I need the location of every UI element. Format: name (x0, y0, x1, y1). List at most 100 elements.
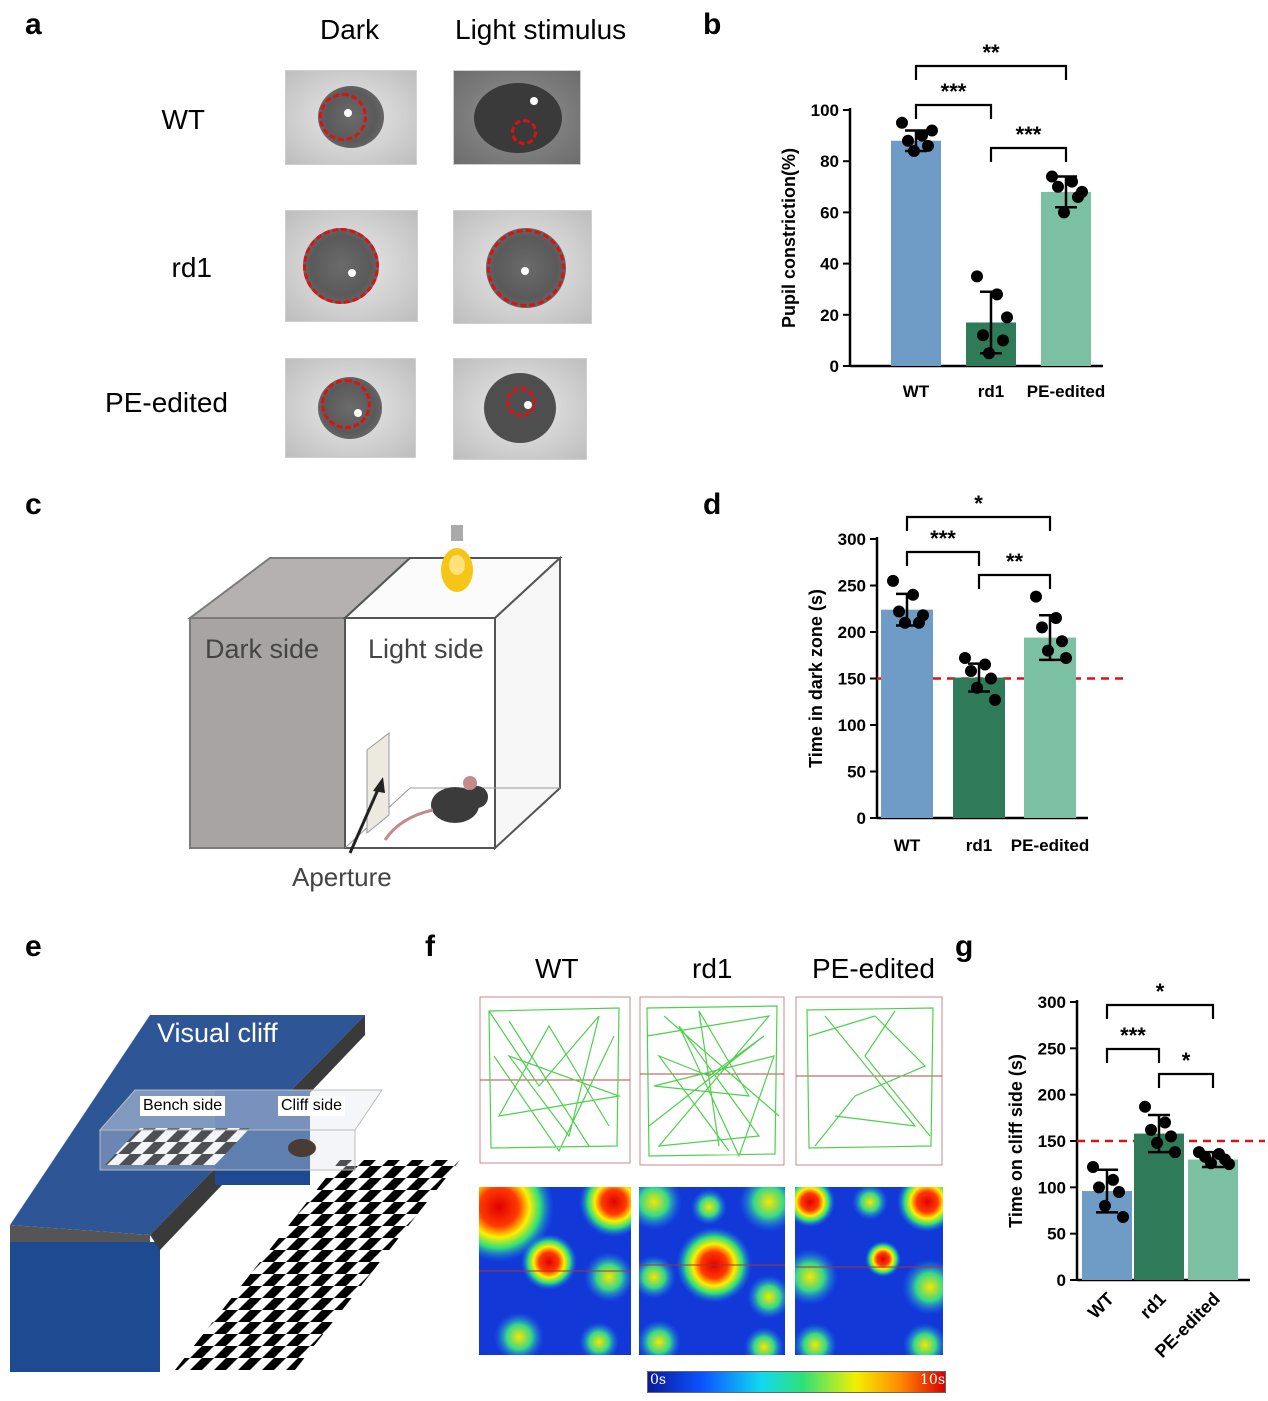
heatmap-rd1 (639, 1187, 785, 1355)
data-point (1087, 1160, 1099, 1173)
data-point (1046, 170, 1058, 183)
data-point (1205, 1157, 1217, 1170)
color-scale-min: 0s (650, 1372, 667, 1388)
data-point (1076, 185, 1088, 198)
track-plot-wt (479, 996, 631, 1164)
x-tick-label: PE-edited (1011, 836, 1089, 855)
data-point (1159, 1116, 1171, 1129)
bar-pe-edited (1024, 637, 1076, 818)
data-point (1060, 652, 1072, 665)
data-point (979, 658, 991, 671)
row-label-pe-edited: PE-edited (105, 387, 228, 418)
cliff-side-time-chart: 0 50 100 150 200 250 300 Time on cliff side (s)… (1006, 979, 1265, 1362)
bench-side-label: Bench side (140, 1096, 226, 1116)
data-point (1052, 180, 1064, 193)
data-point (1223, 1158, 1235, 1171)
y-tick-label: 100 (1038, 1178, 1066, 1197)
data-point (1107, 1173, 1119, 1186)
panel-label-c: c (25, 488, 42, 521)
visual-cliff-title: Visual cliff (157, 1018, 278, 1048)
data-point (902, 134, 914, 147)
track-plot-rd1 (639, 996, 785, 1166)
dark-side-label: Dark side (205, 634, 320, 664)
panel-label-d: d (703, 488, 722, 521)
y-tick-label: 20 (820, 306, 839, 325)
panel-label-f: f (425, 930, 435, 963)
track-plot-pe (795, 996, 943, 1166)
row-label-wt: WT (161, 104, 205, 135)
significance-bracket (1105, 1003, 1215, 1019)
y-tick-label: 0 (830, 357, 839, 376)
y-tick-label: 0 (857, 809, 866, 828)
data-point (1036, 621, 1048, 634)
column-label-dark: Dark (320, 14, 380, 45)
significance-bracket (905, 515, 1052, 531)
significance-bracket (977, 573, 1052, 589)
significance-bracket (914, 64, 1068, 80)
x-tick-label: WT (1084, 1289, 1118, 1323)
significance-label: ** (1006, 549, 1024, 574)
y-tick-label: 200 (838, 623, 866, 642)
data-point (991, 288, 1003, 301)
y-tick-label: 250 (838, 577, 866, 596)
significance-bracket (905, 550, 981, 566)
eye-image-wt-light (453, 70, 581, 165)
data-point (1042, 644, 1054, 657)
data-point (1113, 1185, 1125, 1198)
data-point (1151, 1136, 1163, 1149)
eye-image-wt-dark (285, 70, 417, 165)
column-label-light-stimulus: Light stimulus (455, 14, 627, 45)
panel-label-b: b (703, 8, 722, 41)
significance-label: * (974, 491, 983, 516)
y-tick-label: 50 (847, 763, 866, 782)
data-point (971, 681, 983, 694)
y-tick-label: 150 (838, 670, 866, 689)
y-tick-label: 80 (820, 152, 839, 171)
panel-label-g: g (955, 930, 974, 963)
bar-wt (891, 140, 941, 366)
heatmap-pe (795, 1187, 943, 1355)
x-tick-label: WT (894, 836, 921, 855)
panel-label-a: a (25, 8, 42, 41)
y-axis-label: Time on cliff side (s) (1006, 1054, 1026, 1228)
significance-label: *** (941, 79, 967, 104)
y-tick-label: 200 (1038, 1086, 1066, 1105)
significance-label: *** (1016, 122, 1042, 147)
x-tick-label: rd1 (978, 382, 1004, 401)
cliff-side-label: Cliff side (278, 1096, 346, 1116)
y-tick-label: 50 (1047, 1225, 1066, 1244)
row-label-rd1: rd1 (171, 252, 212, 283)
eye-image-rd1-light (453, 210, 592, 324)
data-point (896, 116, 908, 129)
x-tick-label: PE-edited (1027, 382, 1105, 401)
track-column-label-rd1: rd1 (692, 953, 733, 984)
significance-bracket (1157, 1072, 1215, 1088)
data-point (1093, 1181, 1105, 1194)
significance-bracket (914, 103, 993, 119)
heatmap-wt (479, 1187, 631, 1355)
data-point (1145, 1123, 1157, 1136)
y-tick-label: 150 (1038, 1132, 1066, 1151)
data-point (1165, 1130, 1177, 1143)
x-tick-label: rd1 (1136, 1289, 1170, 1323)
data-point (899, 616, 911, 629)
significance-label: *** (930, 526, 956, 551)
data-point (893, 605, 905, 618)
y-tick-label: 100 (838, 716, 866, 735)
eye-image-rd1-dark (285, 210, 418, 322)
x-tick-label: WT (903, 382, 930, 401)
data-point (965, 665, 977, 678)
significance-bracket (989, 146, 1068, 162)
significance-label: * (1182, 1048, 1191, 1073)
data-point (977, 329, 989, 342)
data-point (1050, 612, 1062, 625)
y-tick-label: 250 (1038, 1039, 1066, 1058)
significance-label: ** (982, 40, 1000, 65)
pupil-constriction-chart: 0 20 40 60 80 100 Pupil constriction(%) WT rd1 PE… (779, 40, 1105, 401)
color-scale-max: 10s (920, 1372, 945, 1388)
track-column-label-wt: WT (535, 953, 579, 984)
data-point (1001, 311, 1013, 324)
data-point (922, 139, 934, 152)
aperture-label: Aperture (292, 862, 392, 892)
y-tick-label: 300 (838, 530, 866, 549)
